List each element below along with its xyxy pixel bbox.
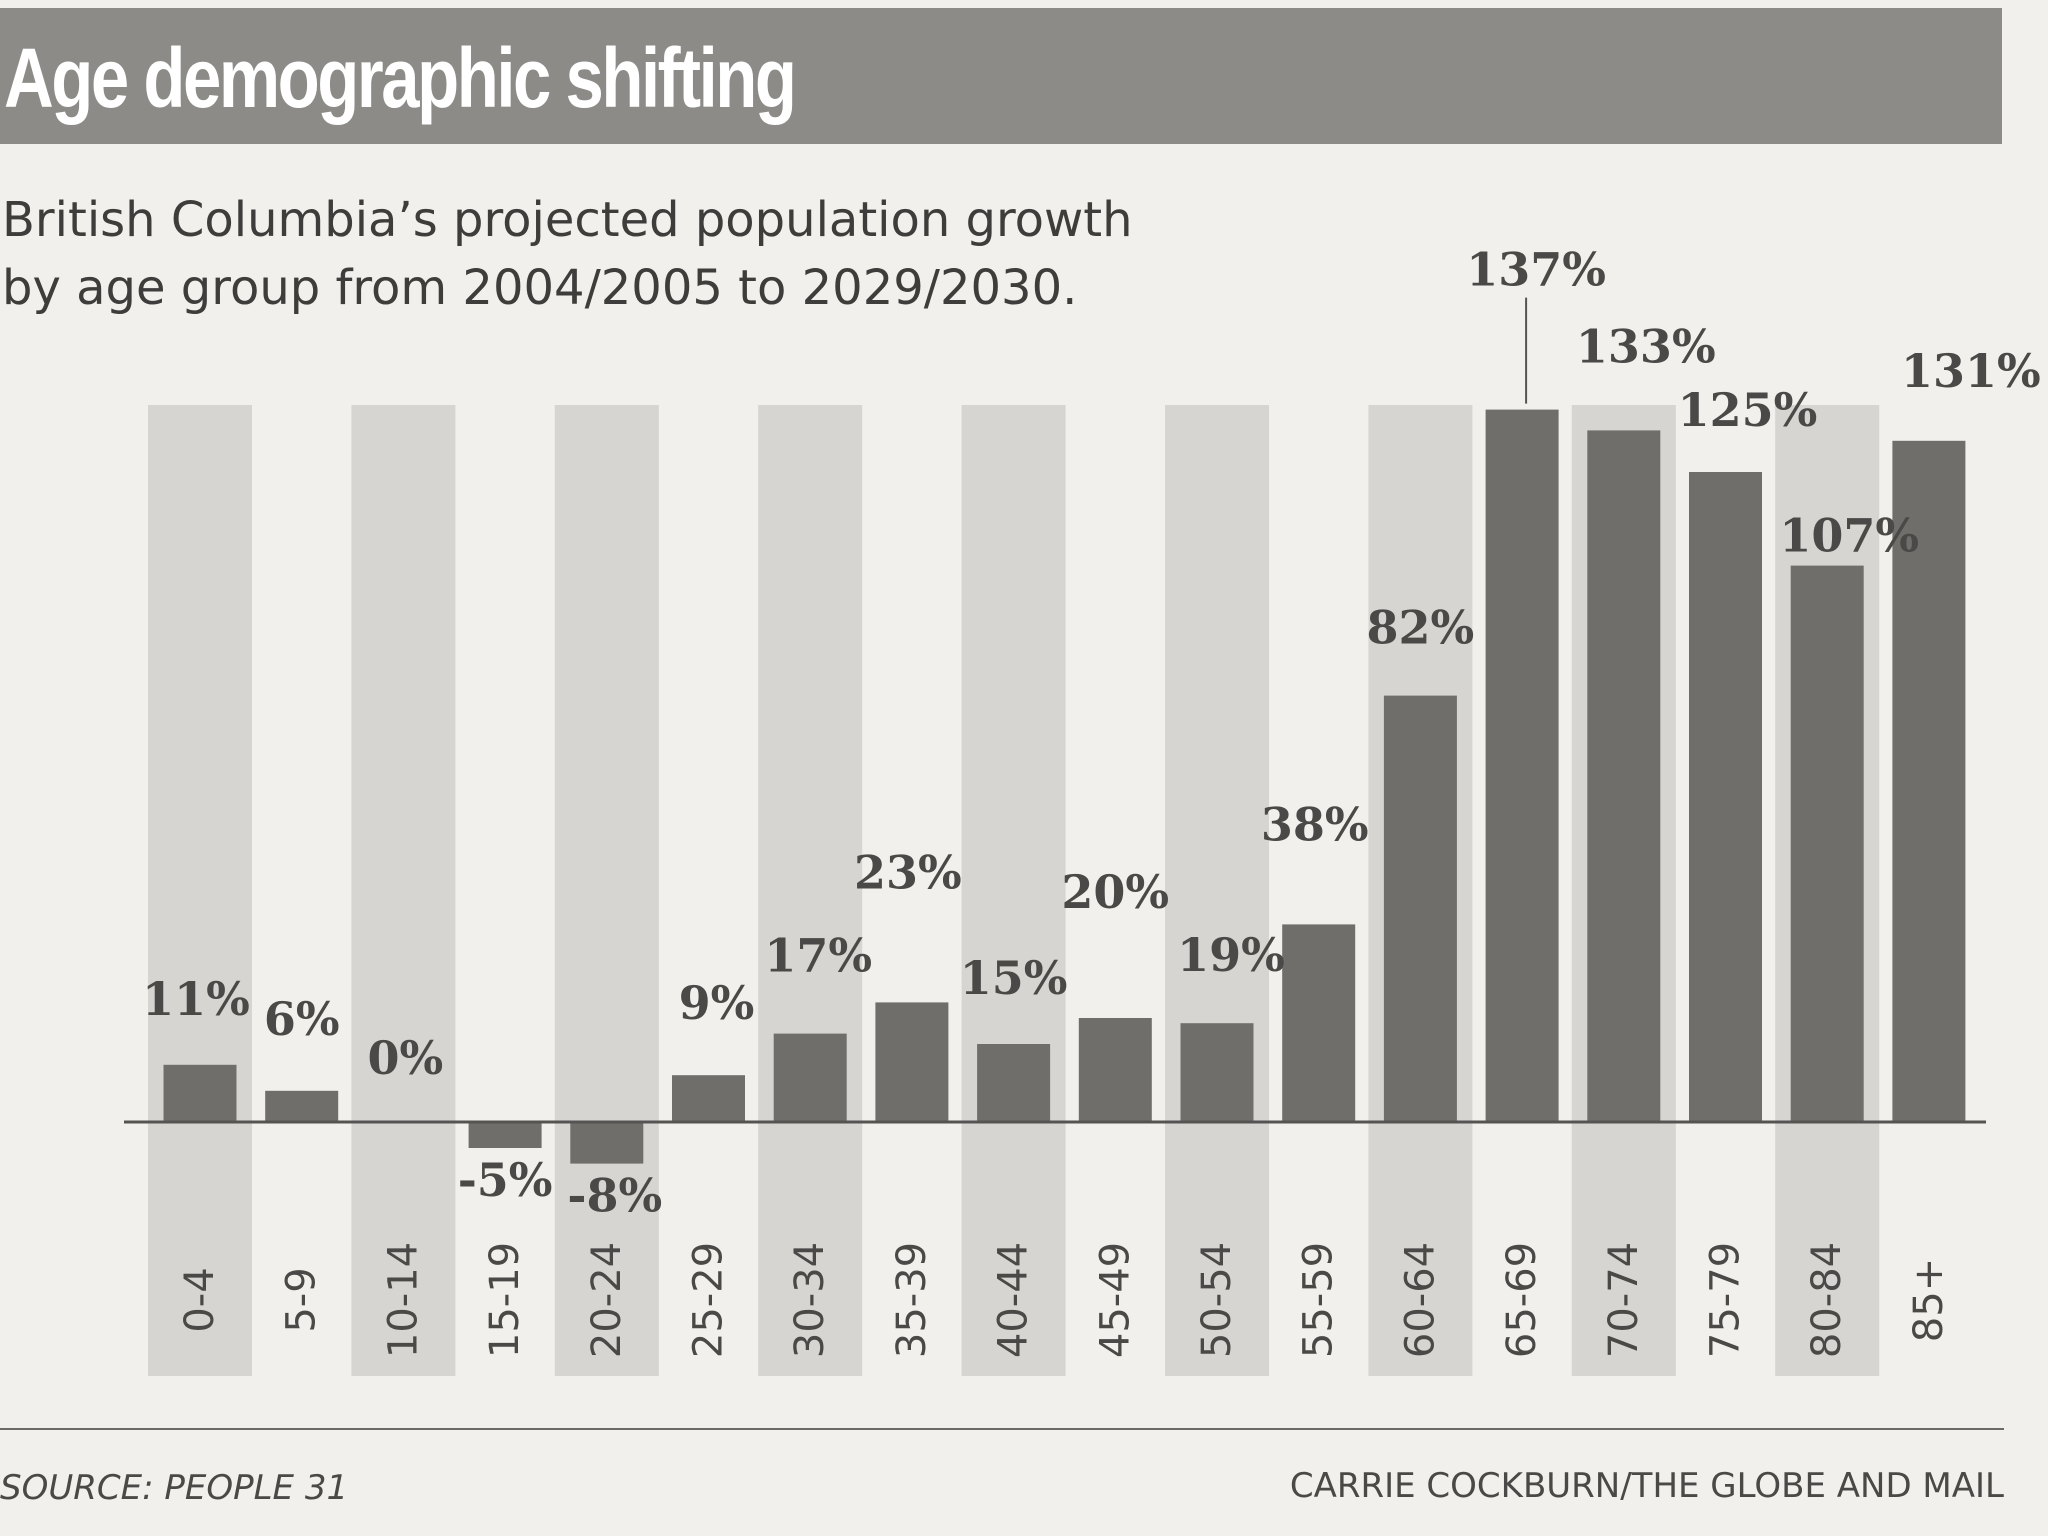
bar-60-64 (1383, 695, 1457, 1122)
bar-80-84 (1790, 565, 1864, 1122)
value-label-20-24: -8% (567, 1169, 662, 1223)
category-label-0-4: 0-4 (177, 1267, 223, 1332)
category-stripe-50-54 (1165, 405, 1269, 1376)
value-label-80-84: 107% (1779, 509, 1919, 563)
value-label-45-49: 20% (1061, 865, 1169, 919)
category-label-15-19: 15-19 (482, 1242, 528, 1358)
category-label-35-39: 35-39 (889, 1242, 935, 1358)
category-stripe-10-14 (351, 405, 456, 1376)
bar-50-54 (1180, 1023, 1254, 1122)
value-label-75-79: 125% (1678, 383, 1818, 437)
bar-65-69 (1485, 409, 1559, 1123)
category-label-85+: 85+ (1906, 1258, 1952, 1342)
category-stripes (148, 405, 1880, 1376)
bar-70-74 (1587, 430, 1661, 1122)
bar-75-79 (1689, 472, 1762, 1122)
bar-45-49 (1078, 1018, 1152, 1122)
bar-5-9 (265, 1090, 339, 1122)
bar-40-44 (977, 1044, 1051, 1122)
bar-25-29 (672, 1075, 745, 1122)
category-label-60-64: 60-64 (1397, 1242, 1443, 1358)
bar-15-19 (468, 1122, 542, 1148)
chart-subtitle-line-2: by age group from 2004/2005 to 2029/2030… (2, 260, 1078, 316)
source-note: SOURCE: PEOPLE 31 (0, 1468, 349, 1508)
bars (163, 409, 1966, 1164)
value-label-60-64: 82% (1367, 601, 1475, 655)
category-label-10-14: 10-14 (380, 1242, 426, 1358)
value-label-55-59: 38% (1261, 797, 1369, 851)
category-label-45-49: 45-49 (1092, 1242, 1138, 1358)
category-label-40-44: 40-44 (991, 1242, 1037, 1358)
category-labels: 0-4 5-9 10-14 15-19 20-24 25-29 30-34 35-39 40-4… (177, 1242, 1952, 1358)
category-label-30-34: 30-34 (787, 1242, 833, 1358)
category-label-55-59: 55-59 (1296, 1242, 1342, 1358)
category-label-5-9: 5-9 (279, 1267, 325, 1332)
value-label-10-14: 0% (368, 1031, 444, 1085)
bar-0-4 (163, 1064, 237, 1122)
value-label-25-29: 9% (679, 976, 755, 1030)
category-stripe-40-44 (961, 405, 1066, 1376)
value-label-40-44: 15% (960, 951, 1068, 1005)
category-stripe-0-4 (148, 405, 252, 1376)
category-label-80-84: 80-84 (1804, 1242, 1850, 1358)
chart-title: Age demographic shifting (4, 31, 797, 125)
chart-subtitle-line-1: British Columbia’s projected population … (2, 192, 1133, 248)
credit-note: CARRIE COCKBURN/THE GLOBE AND MAIL (1289, 1466, 2004, 1506)
value-label-85+: 131% (1901, 344, 2041, 398)
category-label-25-29: 25-29 (686, 1242, 732, 1358)
value-label-65-69: 137% (1466, 243, 1606, 297)
category-stripe-30-34 (758, 405, 863, 1376)
value-label-50-54: 19% (1177, 928, 1285, 982)
value-label-35-39: 23% (854, 845, 962, 899)
bar-85+ (1892, 440, 1966, 1122)
value-label-15-19: -5% (458, 1153, 553, 1207)
category-label-65-69: 65-69 (1499, 1242, 1545, 1358)
category-label-75-79: 75-79 (1703, 1242, 1749, 1358)
value-labels: 11% 6% 0% -5% -8% 9%17% 23% 15% 20%19% 38% 82% 137%… (142, 243, 2041, 1223)
bar-30-34 (773, 1033, 847, 1122)
category-label-20-24: 20-24 (584, 1242, 630, 1358)
bar-55-59 (1282, 924, 1356, 1122)
value-label-30-34: 17% (764, 929, 872, 983)
category-label-50-54: 50-54 (1194, 1242, 1240, 1358)
category-label-70-74: 70-74 (1601, 1242, 1647, 1358)
value-label-70-74: 133% (1576, 319, 1716, 373)
footer-divider (0, 1428, 2004, 1430)
title-bar: Age demographic shifting (0, 8, 2002, 144)
bar-20-24 (570, 1122, 644, 1164)
value-label-5-9: 6% (264, 992, 340, 1046)
category-stripe-20-24 (554, 405, 659, 1376)
value-label-0-4: 11% (142, 972, 250, 1026)
bar-35-39 (875, 1002, 949, 1122)
